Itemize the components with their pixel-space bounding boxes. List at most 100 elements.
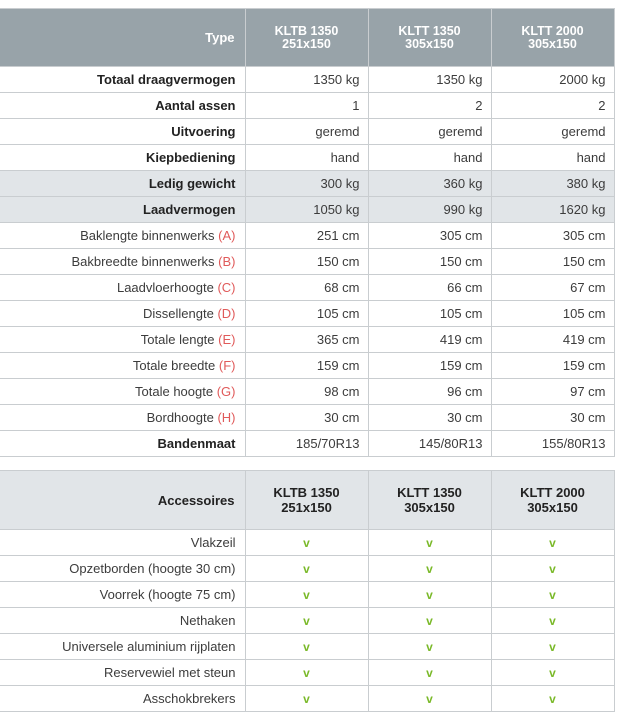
spec-label-cell: Laadvermogen — [0, 196, 246, 223]
model-header-kltt1350: KLTT 1350 305x150 — [367, 8, 492, 67]
spec-value: hand — [244, 144, 369, 171]
spec-value: 251 cm — [244, 222, 369, 249]
accessory-label: Nethaken — [0, 607, 246, 634]
check-mark-icon: v — [367, 659, 492, 686]
model-size: 251x150 — [281, 500, 332, 515]
check-mark-icon: v — [244, 581, 369, 608]
spec-row: Totale lengte (E) 365 cm 419 cm 419 cm — [0, 326, 615, 353]
spec-label: Ledig gewicht — [148, 176, 236, 191]
spec-row: Aantal assen 1 2 2 — [0, 92, 615, 119]
model-header-kltt2000: KLTT 2000 305x150 — [490, 8, 615, 67]
spec-value: 185/70R13 — [244, 430, 369, 457]
spec-row: Baklengte binnenwerks (A) 251 cm 305 cm 305… — [0, 222, 615, 249]
accessory-row: Voorrek (hoogte 75 cm) v v v — [0, 581, 615, 608]
accessory-label: Vlakzeil — [0, 529, 246, 556]
accessory-label: Universele aluminium rijplaten — [0, 633, 246, 660]
spec-value: geremd — [244, 118, 369, 145]
spec-row: Bordhoogte (H) 30 cm 30 cm 30 cm — [0, 404, 615, 431]
check-mark-icon: v — [367, 529, 492, 556]
spec-value: 380 kg — [490, 170, 615, 197]
spec-value: 419 cm — [367, 326, 492, 353]
spec-value: 66 cm — [367, 274, 492, 301]
accessory-row: Nethaken v v v — [0, 607, 615, 634]
spec-label-cell: Bandenmaat — [0, 430, 246, 457]
dimension-letter: (B) — [218, 254, 236, 269]
model-name: KLTB 1350 — [274, 23, 339, 38]
spec-value: hand — [367, 144, 492, 171]
check-mark-icon: v — [244, 607, 369, 634]
dimension-letter: (H) — [217, 410, 236, 425]
spec-value: 105 cm — [490, 300, 615, 327]
spec-value: 1050 kg — [244, 196, 369, 223]
spec-label-cell: Aantal assen — [0, 92, 246, 119]
spec-label: Bordhoogte — [146, 410, 214, 425]
spec-label-cell: Uitvoering — [0, 118, 246, 145]
check-mark-icon: v — [367, 607, 492, 634]
spec-value: 150 cm — [490, 248, 615, 275]
spec-label: Aantal assen — [155, 98, 236, 113]
accessories-table-body: Vlakzeil v v v Opzetborden (hoogte 30 cm) v v v… — [0, 529, 615, 712]
spec-row: Bandenmaat 185/70R13 145/80R13 155/80R13 — [0, 430, 615, 457]
spec-row: Totale hoogte (G) 98 cm 96 cm 97 cm — [0, 378, 615, 405]
spec-row: Totale breedte (F) 159 cm 159 cm 159 cm — [0, 352, 615, 379]
spec-value: 30 cm — [244, 404, 369, 431]
spec-value: 2000 kg — [490, 66, 615, 93]
spec-row: Kiepbediening hand hand hand — [0, 144, 615, 171]
spec-row: Laadvermogen 1050 kg 990 kg 1620 kg — [0, 196, 615, 223]
check-mark-icon: v — [490, 607, 615, 634]
model-header-kltb1350: KLTB 1350 251x150 — [244, 470, 369, 530]
spec-label-cell: Kiepbediening — [0, 144, 246, 171]
spec-label: Kiepbediening — [145, 150, 236, 165]
spec-label: Laadvermogen — [143, 202, 236, 217]
check-mark-icon: v — [490, 659, 615, 686]
check-mark-icon: v — [244, 659, 369, 686]
check-mark-icon: v — [244, 685, 369, 712]
dimension-letter: (C) — [217, 280, 236, 295]
spec-label: Uitvoering — [171, 124, 236, 139]
spec-value: 2 — [490, 92, 615, 119]
spec-label: Totaal draagvermogen — [97, 72, 236, 87]
spec-value: hand — [490, 144, 615, 171]
spec-value: 155/80R13 — [490, 430, 615, 457]
check-mark-icon: v — [367, 633, 492, 660]
spec-value: 105 cm — [367, 300, 492, 327]
model-name: KLTT 2000 — [521, 23, 584, 38]
accessory-row: Reservewiel met steun v v v — [0, 659, 615, 686]
spec-value: 305 cm — [367, 222, 492, 249]
spec-value: geremd — [367, 118, 492, 145]
spec-table-body: Totaal draagvermogen 1350 kg 1350 kg 2000 k… — [0, 66, 615, 457]
check-mark-icon: v — [490, 633, 615, 660]
spec-value: 98 cm — [244, 378, 369, 405]
spec-value: 1350 kg — [244, 66, 369, 93]
spec-row: Ledig gewicht 300 kg 360 kg 380 kg — [0, 170, 615, 197]
spec-value: 97 cm — [490, 378, 615, 405]
dimension-letter: (E) — [218, 332, 236, 347]
check-mark-icon: v — [367, 685, 492, 712]
spec-label-cell: Ledig gewicht — [0, 170, 246, 197]
spec-label: Baklengte binnenwerks — [80, 228, 215, 243]
spec-label-cell: Laadvloerhoogte (C) — [0, 274, 246, 301]
check-mark-icon: v — [367, 555, 492, 582]
accessory-row: Universele aluminium rijplaten v v v — [0, 633, 615, 660]
spec-value: 159 cm — [244, 352, 369, 379]
accessory-row: Opzetborden (hoogte 30 cm) v v v — [0, 555, 615, 582]
check-mark-icon: v — [244, 529, 369, 556]
check-mark-icon: v — [367, 581, 492, 608]
model-name: KLTB 1350 — [273, 485, 340, 500]
spec-label-cell: Totale hoogte (G) — [0, 378, 246, 405]
spec-label-cell: Bordhoogte (H) — [0, 404, 246, 431]
dimension-letter: (A) — [218, 228, 236, 243]
spec-value: 990 kg — [367, 196, 492, 223]
accessories-header-row: Accessoires KLTB 1350 251x150 KLTT 1350 … — [0, 470, 615, 530]
model-header-kltt2000: KLTT 2000 305x150 — [490, 470, 615, 530]
spec-value: 1 — [244, 92, 369, 119]
dimension-letter: (G) — [216, 384, 236, 399]
spec-label-cell: Baklengte binnenwerks (A) — [0, 222, 246, 249]
spec-label-cell: Dissellengte (D) — [0, 300, 246, 327]
spec-value: 1350 kg — [367, 66, 492, 93]
spec-row: Bakbreedte binnenwerks (B) 150 cm 150 cm 15… — [0, 248, 615, 275]
spec-value: 360 kg — [367, 170, 492, 197]
spec-value: 30 cm — [490, 404, 615, 431]
spec-label: Bandenmaat — [157, 436, 236, 451]
spec-value: 150 cm — [244, 248, 369, 275]
